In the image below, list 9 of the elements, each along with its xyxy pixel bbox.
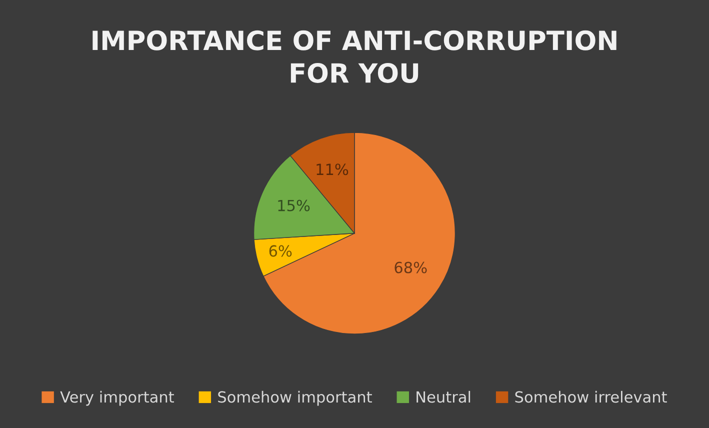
data-label: 6%	[269, 245, 292, 257]
legend-label: Neutral	[416, 390, 470, 403]
data-label: 11%	[316, 164, 348, 176]
legend-label: Somehow irrelevant	[515, 390, 667, 403]
chart-title: IMPORTANCE OF ANTI-CORRUPTION FOR YOU	[92, 30, 616, 83]
legend-label: Very important	[60, 390, 174, 406]
legend-label: Somehow important	[218, 390, 372, 406]
data-label: 15%	[278, 200, 310, 212]
data-label: 68%	[394, 262, 427, 274]
